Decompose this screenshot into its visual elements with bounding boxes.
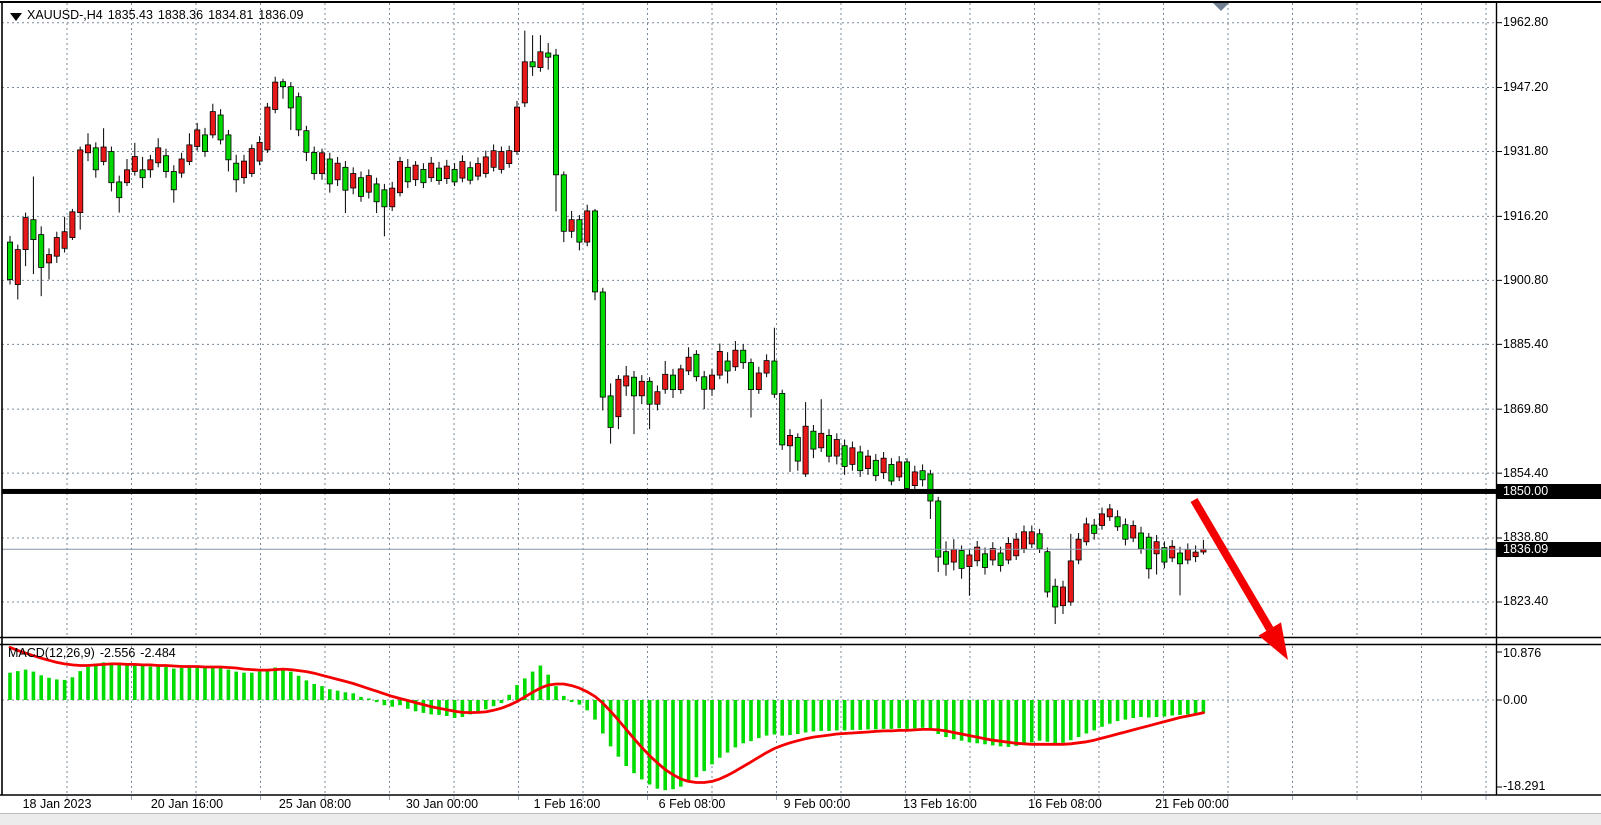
chart-shift-marker-icon[interactable] bbox=[1213, 3, 1229, 11]
horizontal-line-object[interactable] bbox=[2, 488, 1496, 494]
macd-signal-line bbox=[8, 646, 1205, 784]
candlestick-series bbox=[7, 30, 1207, 625]
macd-histogram bbox=[8, 662, 1206, 791]
trend-arrow-object[interactable] bbox=[1190, 497, 1288, 660]
